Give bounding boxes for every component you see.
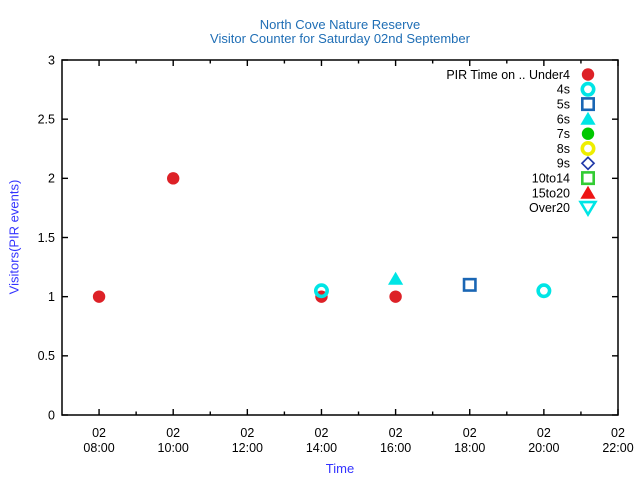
legend-label: 5s [557,98,570,112]
y-tick-label: 3 [48,53,55,67]
x-tick-label-day: 02 [315,426,329,440]
chart-subtitle: Visitor Counter for Saturday 02nd Septem… [210,31,470,46]
x-tick-label-time: 20:00 [528,441,559,455]
marker-circle-open [580,141,596,157]
x-tick-label-day: 02 [611,426,625,440]
marker-circle-open [313,283,329,299]
legend-label: 9s [557,157,570,171]
y-tick-label: 0.5 [38,349,55,363]
legend-label: Over20 [529,201,570,215]
marker-triangle-up-filled [580,185,596,199]
y-tick-label: 0 [48,408,55,422]
x-tick-label-time: 12:00 [232,441,263,455]
plot-border [61,59,619,416]
x-tick-label-time: 14:00 [306,441,337,455]
x-tick-label-time: 22:00 [602,441,633,455]
marker-circle-filled [92,290,106,303]
marker-triangle-down-open [578,200,598,218]
y-tick-label: 1 [48,290,55,304]
marker-circle-filled [167,172,180,185]
marker-circle-filled [389,290,402,303]
marker-circle-filled [581,68,595,81]
marker-square-open [462,277,477,292]
marker-circle-open [580,81,596,97]
x-tick-label-day: 02 [537,426,551,440]
x-tick-label-day: 02 [240,426,254,440]
legend-label: 7s [557,127,570,141]
x-axis-label: Time [325,461,355,476]
marker-circle-open [536,283,552,299]
legend-label: 8s [557,142,570,156]
x-tick-label-day: 02 [463,426,477,440]
x-tick-label-time: 18:00 [454,441,485,455]
legend-label: 6s [557,112,570,126]
x-tick-label-day: 02 [389,426,403,440]
marker-square-open [580,171,595,186]
x-tick-label-day: 02 [92,426,106,440]
x-tick-label-time: 10:00 [158,441,189,455]
marker-square-open [580,97,595,112]
y-tick-label: 2 [48,172,55,186]
marker-diamond-open [580,156,596,171]
marker-circle-filled [581,127,595,140]
chart-title: North Cove Nature Reserve [259,17,421,32]
legend-label: PIR Time on .. Under4 [446,68,570,82]
x-tick-label-day: 02 [166,426,180,440]
x-tick-label-time: 16:00 [380,441,411,455]
marker-triangle-up-filled [388,271,404,285]
y-tick-label: 1.5 [38,231,55,245]
legend-label: 10to14 [532,172,570,186]
marker-triangle-up-filled [580,111,596,125]
y-tick-label: 2.5 [38,112,55,126]
legend-label: 4s [557,83,570,97]
legend-label: 15to20 [532,186,570,200]
x-tick-label-time: 08:00 [83,441,114,455]
